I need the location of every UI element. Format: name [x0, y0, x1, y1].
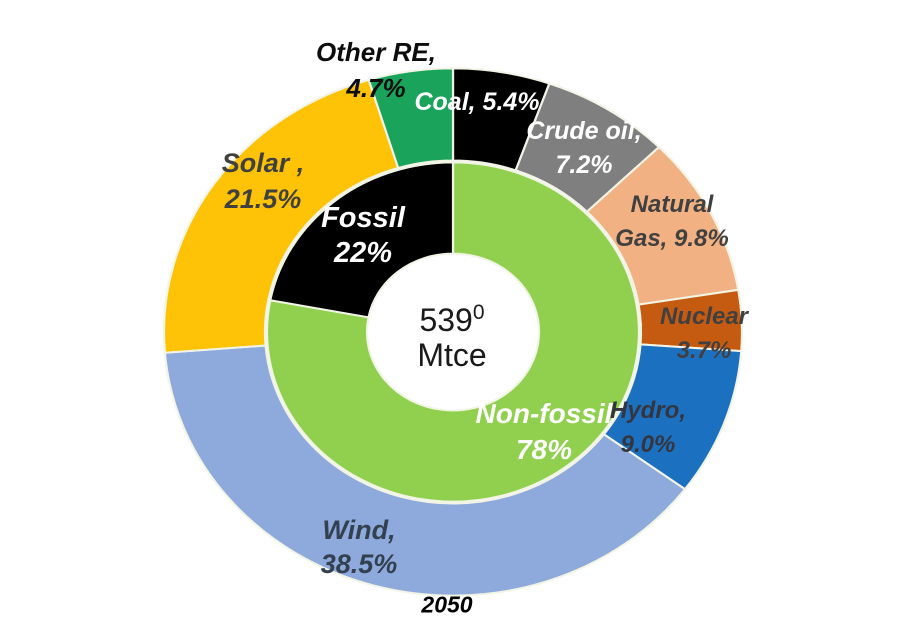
center-total-value-main: 539 — [419, 301, 473, 338]
center-total-value-sup: 0 — [472, 301, 485, 325]
center-total-unit: Mtce — [417, 336, 487, 373]
label-non-fossil-line2: 78% — [515, 434, 573, 465]
label-natural-gas-line2: Gas, 9.8% — [615, 225, 729, 252]
label-crude-oil: Crude oil, 7.2% — [526, 114, 641, 182]
label-other-re: Other RE, 4.7% — [316, 34, 436, 106]
label-non-fossil: Non-fossil 78% — [476, 396, 613, 468]
label-nuclear-line1: Nuclear — [659, 303, 749, 330]
label-wind-line1: Wind, — [322, 515, 396, 545]
label-solar-line2: 21.5% — [224, 184, 302, 214]
label-coal: Coal, 5.4% — [414, 85, 539, 119]
slice-non-fossil — [265, 161, 641, 503]
donut-rings — [162, 67, 744, 597]
label-crude-oil-line1: Crude oil, — [526, 117, 642, 145]
slice-solar — [162, 78, 400, 354]
label-solar: Solar , 21.5% — [222, 145, 305, 217]
label-coal-line1: Coal, 5.4% — [414, 88, 540, 116]
center-total-value: 5390 — [417, 295, 486, 338]
label-non-fossil-line1: Non-fossil — [475, 398, 613, 429]
label-wind: Wind, 38.5% — [321, 513, 398, 581]
label-nuclear-line2: 3.7% — [676, 337, 732, 364]
year-annotation: 2050 — [421, 591, 473, 618]
label-fossil-line1: Fossil — [321, 202, 405, 234]
label-hydro-line2: 9.0% — [620, 431, 676, 458]
label-hydro-line1: Hydro, — [609, 397, 687, 424]
label-natural-gas-line1: Natural — [630, 191, 714, 218]
label-nuclear: Nuclear 3.7% — [660, 300, 748, 368]
label-solar-line1: Solar , — [221, 148, 305, 178]
slice-wind — [163, 344, 687, 597]
label-other-re-line1: Other RE, — [316, 37, 436, 67]
slice-other-re — [367, 67, 455, 169]
label-other-re-line2: 4.7% — [346, 73, 406, 103]
label-fossil-line2: 22% — [333, 237, 393, 269]
label-fossil: Fossil 22% — [321, 201, 405, 271]
label-natural-gas: Natural Gas, 9.8% — [615, 188, 728, 256]
label-wind-line2: 38.5% — [320, 549, 398, 579]
label-hydro: Hydro, 9.0% — [610, 394, 686, 462]
label-crude-oil-line2: 7.2% — [555, 151, 613, 179]
center-total-label: 5390 Mtce — [417, 295, 486, 373]
slice-fossil — [269, 161, 455, 319]
